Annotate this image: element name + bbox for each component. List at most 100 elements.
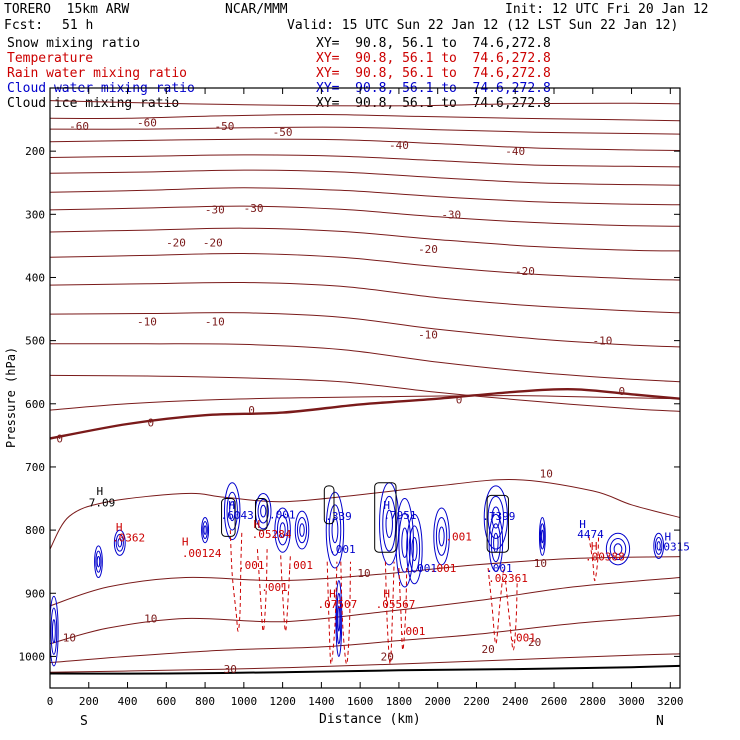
valid-time: Valid: 15 UTC Sun 22 Jan 12 (12 LST Sun … [287,18,679,33]
extremum-label: H [116,521,123,534]
x-tick-label: 800 [195,695,215,708]
temperature-contour [50,126,680,135]
cloud-water-contour [337,605,341,632]
x-tick-label: 400 [118,695,138,708]
extremum-label: .0362 [112,532,145,545]
snow-contour [323,485,335,525]
extremum-label: H [228,499,235,512]
extremum-label: .001 [238,559,265,572]
temperature-contour [50,100,680,107]
cloud-water-contour [490,523,501,563]
y-axis-label: Pressure (hPa) [4,347,18,448]
cloud-water-contour [411,536,418,562]
x-axis-label: Distance (km) [319,712,421,727]
extremum-label: .001 [486,562,512,575]
extremum-label: .07507 [318,598,358,611]
rain-contour [229,530,243,632]
cloud-water-contour [117,538,123,548]
temperature-label: 0 [56,433,63,446]
x-tick-label: 2800 [580,695,607,708]
extremum-label: .05567 [376,598,416,611]
cloud-water-contour [538,516,546,556]
temperature-label: -10 [593,335,613,348]
cloud-water-contour [335,580,343,657]
cloud-water-contour [202,521,208,540]
cloud-water-contour [401,527,409,558]
extremum-label: .001 [445,530,472,543]
cloud-water-contour [609,538,627,561]
extremum-label: .001 [286,559,313,572]
rain-contour [505,580,518,651]
cloud-water-contour [260,504,267,518]
y-tick-label: 400 [25,271,45,284]
extremum-label: .6043 [221,509,254,522]
cloud-water-contour [605,532,631,566]
temperature-label: 20 [528,636,541,649]
field-name-temperature: Temperature [7,51,94,66]
temperature-contour [50,187,680,206]
temperature-contour [50,374,680,412]
temperature-label: -20 [418,243,438,256]
field-xy-cloud-ice: XY= 90.8, 56.1 to 74.6,272.8 [316,96,551,111]
field-xy-snow: XY= 90.8, 56.1 to 74.6,272.8 [316,36,551,51]
field-xy-temperature: XY= 90.8, 56.1 to 74.6,272.8 [316,51,551,66]
cloud-water-contour [257,498,269,524]
cloud-water-contour [488,513,504,572]
x-tick-label: 3200 [657,695,684,708]
cloud-water-contour [96,555,101,568]
extremum-label: .001 [261,581,288,594]
field-xy-rain: XY= 90.8, 56.1 to 74.6,272.8 [316,66,551,81]
y-tick-label: 300 [25,208,45,221]
extremum-label: .7399 [482,510,515,523]
cloud-water-contour [435,516,448,556]
temperature-label: 10 [540,467,553,480]
temperature-label: 0 [619,385,626,398]
extrema-annotations: H7.09H.0362 H.00124H.6043H.05284.001.001.… [89,485,690,645]
x-tick-label: 1200 [269,695,296,708]
temperature-contours [50,100,680,673]
x-tick-label: 200 [79,695,99,708]
cloud-water-contour [296,516,308,544]
temperature-contour [50,478,680,550]
cloud-water-contour [325,491,345,569]
extremum-label: 4474 [577,528,604,541]
temperature-label: 10 [357,567,370,580]
rain-contour [487,567,505,645]
x-tick-label: 1600 [347,695,374,708]
extremum-label: .0315 [657,541,690,554]
x-tick-label: 2400 [502,695,529,708]
temperature-contour [50,395,680,411]
cloud-water-contour [331,516,339,544]
temperature-contour [50,312,680,348]
cloud-water-contour [223,482,241,541]
rain-contour [326,561,338,665]
extremum-label: H [182,535,189,548]
cloud-water-contour [94,545,103,578]
terrain-surface [49,664,681,675]
cloud-water-contour [654,536,663,555]
temperature-label: 10 [144,613,157,626]
temperature-contour [50,387,680,440]
cloud-water-contour [328,504,342,556]
extremum-label: .001 [430,562,457,575]
extremum-label: .05284 [252,528,292,541]
cloud-water-contour [613,543,623,555]
x-tick-label: 1400 [308,695,335,708]
cloud-water-contour [115,533,124,552]
cloud-water-contour [487,495,505,540]
temperature-contour [50,556,680,607]
extremum-label: 7.09 [89,496,116,509]
temperature-label: -30 [205,203,225,216]
temperature-label: 0 [147,417,154,430]
temperature-contour [50,138,680,151]
temperature-label: -20 [203,237,223,250]
cloud-water-contour [653,532,665,560]
cloud-water-contour [491,506,501,529]
y-tick-label: 500 [25,335,45,348]
cloud-water-contour [336,592,342,645]
snow-contour [254,498,268,531]
cloud-water-contour [294,510,310,550]
cloud-water-contour [299,523,305,537]
temperature-contour [50,252,680,281]
